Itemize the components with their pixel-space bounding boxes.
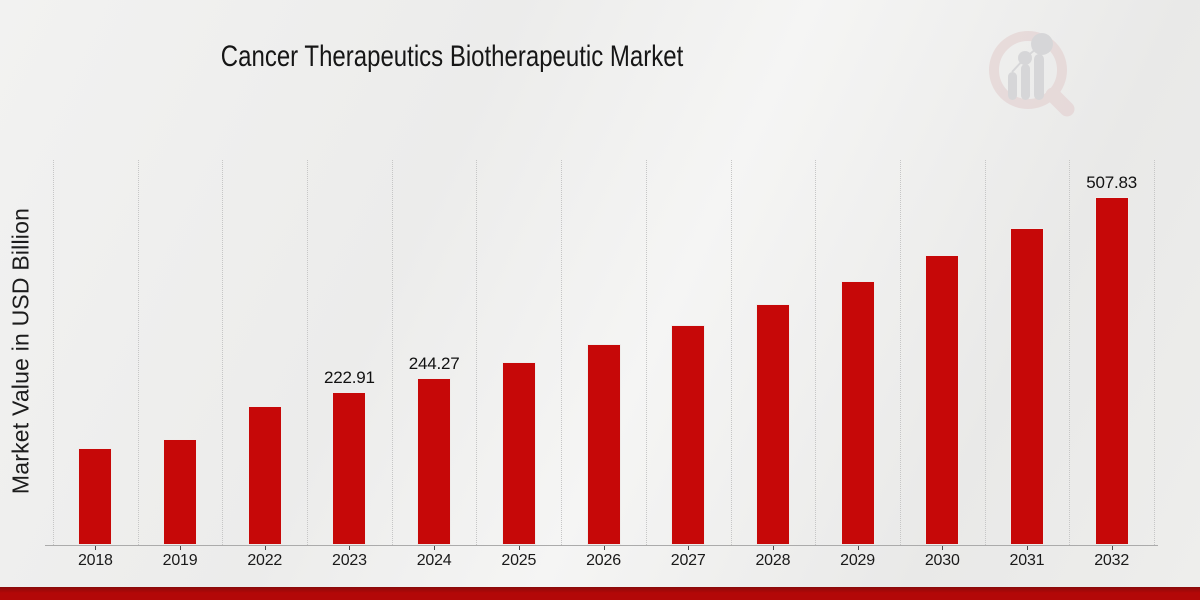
x-tick-label-2025: 2025 — [501, 552, 537, 569]
bar-2032 — [1094, 197, 1129, 545]
x-tick — [264, 546, 266, 550]
gridline — [137, 160, 139, 545]
gridline — [222, 160, 224, 545]
bar-2031 — [1009, 227, 1044, 545]
x-tick-label-2024: 2024 — [416, 552, 452, 569]
x-tick-label-2031: 2031 — [1009, 552, 1045, 569]
footer-accent-band — [0, 587, 1200, 600]
x-tick-label-2028: 2028 — [755, 552, 791, 569]
x-tick-label-2026: 2026 — [586, 552, 621, 569]
x-tick — [1111, 546, 1113, 550]
bar-2023 — [332, 392, 367, 545]
gridline — [815, 160, 817, 545]
x-tick-label-2023: 2023 — [332, 552, 367, 569]
bar-2029 — [840, 280, 875, 545]
x-tick — [1026, 546, 1028, 550]
x-tick — [180, 546, 182, 550]
chart-title: Cancer Therapeutics Biotherapeutic Marke… — [220, 40, 684, 73]
data-label-2032: 507.83 — [1086, 173, 1138, 193]
x-axis-line — [45, 545, 1158, 546]
gridline — [391, 160, 393, 545]
data-label-2023: 222.91 — [324, 368, 375, 388]
bar-2018 — [78, 448, 113, 545]
x-tick — [942, 546, 944, 550]
x-tick — [434, 546, 436, 550]
magnifier-bar-chart-logo-icon — [989, 31, 1075, 117]
x-tick — [95, 546, 97, 550]
plot-area — [53, 160, 1155, 545]
x-tick — [349, 546, 351, 550]
x-tick-label-2022: 2022 — [247, 552, 283, 569]
x-tick-label-2032: 2032 — [1094, 552, 1130, 569]
gridline — [1154, 160, 1155, 545]
gridline — [1069, 160, 1071, 545]
x-tick-label-2030: 2030 — [924, 552, 960, 569]
chart-title-wrap: Cancer Therapeutics Biotherapeutic Marke… — [0, 40, 904, 75]
bar-2019 — [163, 439, 198, 545]
x-tick — [857, 546, 859, 550]
gridline — [476, 160, 478, 545]
bar-2026 — [586, 344, 621, 545]
gridline — [645, 160, 647, 545]
x-tick-label-2018: 2018 — [77, 552, 113, 569]
x-tick-label-2029: 2029 — [840, 552, 875, 569]
bar-2030 — [925, 255, 960, 545]
y-axis-label: Market Value in USD Billion — [7, 207, 34, 495]
gridline — [899, 160, 901, 545]
gridline — [561, 160, 563, 545]
gridline — [730, 160, 732, 545]
bar-2025 — [501, 361, 536, 545]
bar-2024 — [417, 377, 452, 545]
bar-2028 — [755, 303, 790, 545]
gridline — [984, 160, 986, 545]
x-tick-label-2019: 2019 — [162, 552, 198, 569]
gridline — [53, 160, 54, 545]
bar-2022 — [247, 405, 282, 545]
x-tick — [603, 546, 605, 550]
data-label-2024: 244.27 — [408, 353, 460, 373]
x-tick — [518, 546, 520, 550]
x-tick — [772, 546, 774, 550]
bar-2027 — [671, 324, 706, 545]
x-tick-label-2027: 2027 — [670, 552, 706, 569]
gridline — [307, 160, 309, 545]
x-tick — [688, 546, 690, 550]
